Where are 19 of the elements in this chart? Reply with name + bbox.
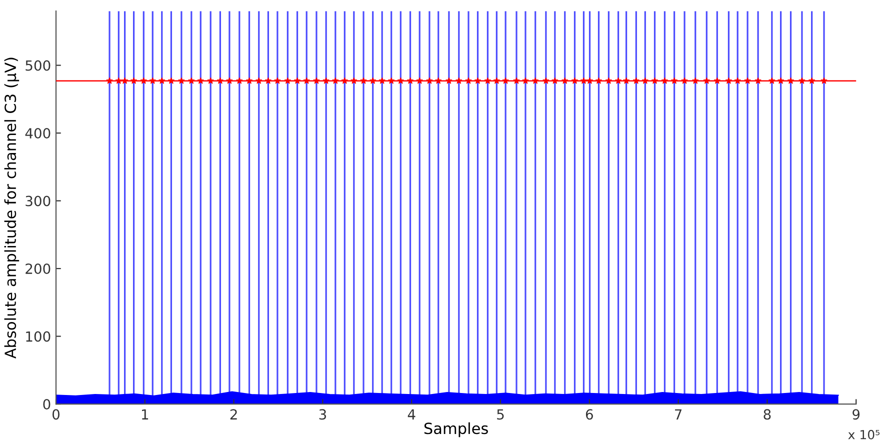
x-tick-label: 5 <box>497 409 504 420</box>
x-tick-label: 3 <box>319 409 326 420</box>
x-tick-label: 0 <box>52 409 60 420</box>
x-tick-label: 7 <box>675 409 682 420</box>
x-tick-label: 9 <box>852 409 860 420</box>
y-tick-label: 200 <box>26 264 50 274</box>
x-tick-label: 8 <box>764 409 771 420</box>
y-tick-label: 300 <box>26 196 50 206</box>
x-axis-title: Samples <box>424 422 488 438</box>
y-axis-title: Absolute amplitude for channel C3 (μV) <box>4 58 20 359</box>
y-tick-label: 500 <box>26 60 50 71</box>
x-tick-label: 1 <box>142 409 148 420</box>
x-tick-label: 2 <box>230 409 237 420</box>
y-tick-label: 0 <box>43 399 50 410</box>
text: x 10⁵ <box>848 430 880 440</box>
y-tick-label: 100 <box>26 331 50 342</box>
x-tick-label: 4 <box>408 409 416 420</box>
y-tick-label: 400 <box>25 128 50 139</box>
x-tick-label: 6 <box>586 409 593 420</box>
